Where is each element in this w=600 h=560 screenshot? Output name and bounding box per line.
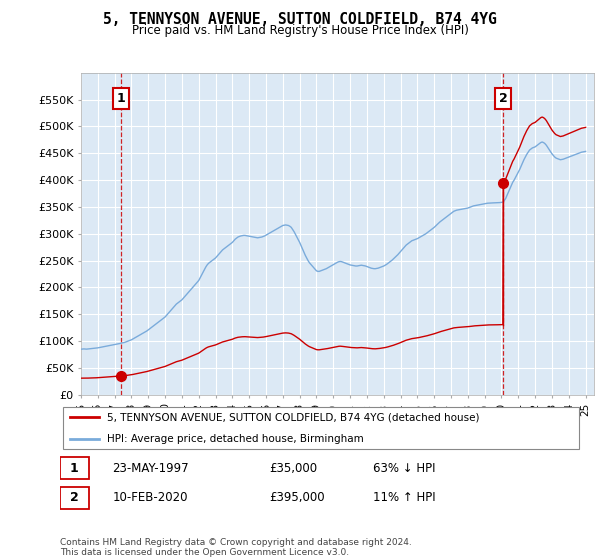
FancyBboxPatch shape — [60, 457, 89, 479]
Text: 2: 2 — [499, 92, 508, 105]
Text: 5, TENNYSON AVENUE, SUTTON COLDFIELD, B74 4YG (detached house): 5, TENNYSON AVENUE, SUTTON COLDFIELD, B7… — [107, 412, 479, 422]
FancyBboxPatch shape — [62, 407, 580, 449]
Text: HPI: Average price, detached house, Birmingham: HPI: Average price, detached house, Birm… — [107, 435, 364, 444]
Text: 63% ↓ HPI: 63% ↓ HPI — [373, 462, 436, 475]
Text: £35,000: £35,000 — [269, 462, 317, 475]
Text: 2: 2 — [70, 491, 79, 504]
Text: £395,000: £395,000 — [269, 491, 325, 504]
FancyBboxPatch shape — [60, 487, 89, 509]
Text: 23-MAY-1997: 23-MAY-1997 — [112, 462, 189, 475]
Text: Contains HM Land Registry data © Crown copyright and database right 2024.
This d: Contains HM Land Registry data © Crown c… — [60, 538, 412, 557]
Text: 1: 1 — [70, 462, 79, 475]
Text: 11% ↑ HPI: 11% ↑ HPI — [373, 491, 436, 504]
Text: Price paid vs. HM Land Registry's House Price Index (HPI): Price paid vs. HM Land Registry's House … — [131, 24, 469, 36]
Text: 1: 1 — [116, 92, 125, 105]
Text: 10-FEB-2020: 10-FEB-2020 — [112, 491, 188, 504]
Text: 5, TENNYSON AVENUE, SUTTON COLDFIELD, B74 4YG: 5, TENNYSON AVENUE, SUTTON COLDFIELD, B7… — [103, 12, 497, 27]
